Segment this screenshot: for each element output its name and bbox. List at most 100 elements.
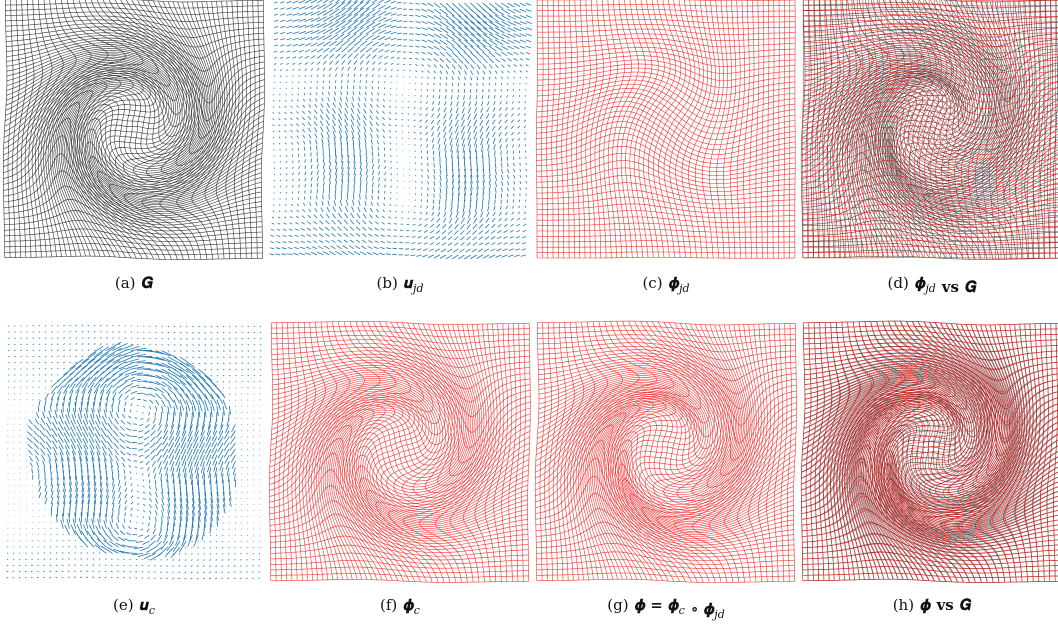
vector-arrow [149,400,153,404]
vector-arrow [350,227,354,231]
vector-arrow [216,553,217,554]
vector-arrow [199,443,204,454]
vector-arrow [43,461,45,468]
vector-arrow [457,101,459,106]
vector-arrow [109,417,113,424]
vector-arrow [456,108,458,114]
vector-arrow [44,547,45,548]
vector-arrow [397,33,402,34]
vector-arrow [379,68,381,70]
vector-arrow [119,492,121,498]
vector-arrow [285,137,286,139]
vector-arrow [508,169,509,173]
vector-arrow [309,99,311,102]
vector-arrow [446,169,447,176]
vector-arrow [162,400,166,407]
vector-arrow [394,224,397,225]
vector-arrow [450,114,453,120]
vector-arrow [417,249,422,250]
vector-arrow [32,547,33,548]
vector-arrow [291,100,292,102]
vector-arrow [514,46,520,49]
vector-arrow [181,443,186,454]
vector-arrow [210,560,211,561]
vector-arrow [348,180,349,187]
vector-arrow [125,506,127,510]
vector-arrow [51,356,52,357]
vector-arrow [364,127,367,133]
vector-arrow [420,132,422,134]
vector-arrow [162,517,163,524]
vector-arrow [30,462,32,467]
vector-arrow [362,227,366,230]
vector-arrow [383,210,385,212]
vector-arrow [366,163,367,169]
vector-arrow [458,58,463,63]
vector-arrow [425,218,427,221]
grid-line [177,1,230,259]
vector-arrow [305,62,308,64]
vector-arrow [444,138,446,145]
vector-arrow [424,243,428,245]
vector-arrow [444,212,446,217]
vector-arrow [477,65,480,69]
vector-arrow [308,215,311,218]
vector-arrow [260,332,261,333]
vector-arrow [57,331,58,332]
vector-arrow [137,381,147,382]
vector-arrow [274,45,278,46]
vector-arrow [217,326,218,327]
grid-line [784,0,785,258]
vector-arrow [88,350,89,351]
vector-arrow [33,338,34,339]
vector-arrow [293,32,300,34]
vector-arrow [273,211,274,212]
vector-arrow [440,163,441,169]
vector-arrow [488,144,490,150]
vector-arrow [385,0,391,3]
vector-arrow [293,44,298,46]
vector-arrow [311,171,312,175]
vector-arrow [514,181,515,184]
vector-arrow [458,255,464,259]
vector-arrow [483,71,485,75]
vector-arrow [280,2,284,3]
vector-arrow [144,443,149,447]
vector-arrow [123,463,125,467]
vector-arrow [520,181,521,184]
vector-arrow [430,237,434,239]
vector-arrow [383,129,385,132]
vector-arrow [283,229,286,230]
vector-arrow [154,566,155,567]
vector-arrow [105,559,106,560]
vector-arrow [45,381,46,382]
vector-arrow [455,126,458,133]
vector-arrow [284,217,286,218]
vector-arrow [199,375,211,387]
vector-arrow [260,351,261,352]
vector-arrow [520,46,525,48]
vector-arrow [150,437,155,442]
vector-arrow [172,572,174,573]
vector-arrow [88,325,89,326]
vector-arrow [487,108,489,113]
vector-arrow [441,249,446,252]
vector-arrow [466,237,470,241]
vector-arrow [240,572,242,573]
vector-arrow [440,40,447,45]
vector-arrow [439,151,440,157]
vector-arrow [518,126,520,128]
vector-arrow [162,332,163,333]
vector-arrow [481,206,483,212]
vector-arrow [217,517,218,527]
caption-label: (f) [380,596,397,614]
vector-arrow [119,439,124,443]
vector-arrow [223,381,224,382]
vector-arrow [51,344,52,345]
vector-arrow [142,474,143,476]
vector-arrow [41,418,45,425]
vector-arrow [366,144,367,150]
vector-arrow [391,186,392,188]
vector-arrow [271,235,275,236]
vector-arrow [351,213,354,218]
